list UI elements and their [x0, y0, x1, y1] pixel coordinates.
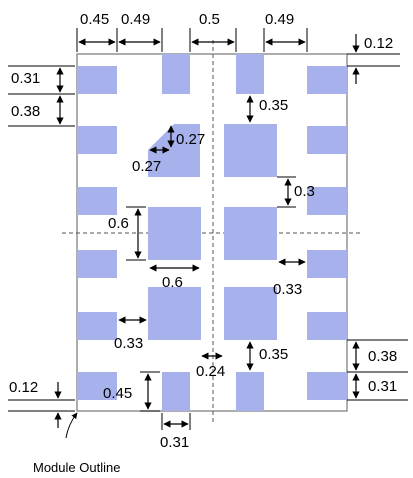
dim-left-pad-gap: 0.38 — [11, 103, 40, 120]
pad-left-2 — [77, 126, 117, 154]
left-pad-to-center-dimension: 0.33 — [114, 316, 147, 352]
module-outline-caption: Module Outline — [33, 460, 120, 475]
dim-center-pad-height: 0.6 — [108, 215, 129, 232]
dim-top-margin: 0.12 — [364, 35, 393, 52]
dim-col-gap-1: 0.49 — [121, 11, 150, 28]
pad-right-3 — [307, 187, 347, 215]
left-top-dimensions: 0.31 0.38 — [8, 65, 75, 127]
bottom-pad-width-dimension: 0.31 — [160, 413, 191, 451]
pad-bottom-right — [236, 372, 264, 411]
dim-vgap-bottom-right: 0.35 — [259, 346, 288, 363]
right-pad-to-center-dimension: 0.33 — [273, 258, 306, 298]
top-margin-dimension: 0.12 — [347, 34, 400, 84]
dim-left-pad-to-center: 0.33 — [114, 335, 143, 352]
chamfer-dimensions: 0.27 0.27 — [132, 125, 205, 175]
dim-col-gap-3: 0.49 — [265, 11, 294, 28]
pad-left-3 — [77, 187, 117, 215]
pad-center-top-right — [224, 124, 277, 177]
pad-right-4 — [307, 250, 347, 278]
pad-left-6 — [77, 372, 117, 400]
left-pads — [77, 66, 117, 400]
dim-vgap-mid-right: 0.3 — [294, 183, 315, 200]
bottom-right-gap-dimension: 0.35 — [246, 341, 288, 371]
dim-chamfer-v: 0.27 — [132, 158, 161, 175]
dim-bottom-pad-height: 0.45 — [103, 385, 132, 402]
pad-center-mid-left — [148, 207, 201, 260]
dim-col-pad-width: 0.45 — [80, 11, 109, 28]
dim-bottom-margin: 0.12 — [9, 379, 38, 396]
pad-top-left — [162, 54, 190, 94]
right-pads — [307, 66, 347, 400]
dim-right-pad-gap: 0.38 — [368, 348, 397, 365]
pad-top-right — [236, 54, 264, 94]
bottom-margin-dimension: 0.12 — [8, 379, 75, 428]
pad-right-1 — [307, 66, 347, 94]
top-right-gap-dimension: 0.35 — [246, 95, 288, 123]
dim-chamfer-h: 0.27 — [176, 131, 205, 148]
module-outline-callout: Module Outline — [33, 412, 120, 475]
pad-center-bottom-left — [148, 287, 201, 340]
pad-right-5 — [307, 312, 347, 340]
top-dimensions: 0.45 0.49 0.5 0.49 — [76, 11, 308, 52]
pad-center-top-left-chamfered — [148, 124, 200, 177]
center-gap-dimension: 0.24 — [196, 352, 225, 380]
dim-center-gap: 0.24 — [196, 363, 225, 380]
dim-vgap-top-right: 0.35 — [259, 97, 288, 114]
pad-left-4 — [77, 250, 117, 278]
dim-bottom-pad-width: 0.31 — [160, 434, 189, 451]
mid-right-gap-dimension: 0.3 — [277, 176, 315, 208]
dim-right-pad-to-center: 0.33 — [273, 281, 302, 298]
dim-col-gap-center: 0.5 — [199, 11, 220, 28]
center-pad-width-dimension: 0.6 — [149, 264, 200, 291]
pad-center-mid-right — [224, 207, 277, 260]
dim-right-pad-height: 0.31 — [368, 378, 397, 395]
pad-left-1 — [77, 66, 117, 94]
pad-right-6 — [307, 372, 347, 400]
dim-center-pad-width: 0.6 — [162, 274, 183, 291]
right-bottom-dimensions: 0.38 0.31 — [347, 339, 408, 401]
bottom-pad-height-dimension: 0.45 — [103, 371, 160, 412]
dim-left-pad-height: 0.31 — [11, 70, 40, 87]
center-pad-height-dimension: 0.6 — [108, 206, 146, 261]
pad-left-5 — [77, 312, 117, 340]
pad-center-bottom-right — [224, 287, 277, 340]
pad-right-2 — [307, 126, 347, 154]
pad-bottom-left — [162, 372, 190, 411]
